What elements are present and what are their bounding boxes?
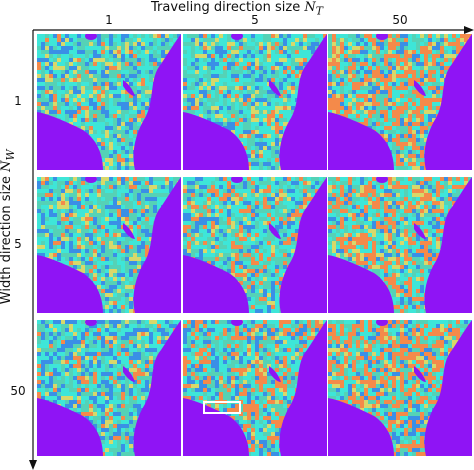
sea-region	[37, 34, 181, 170]
x-axis-symbol: NT	[304, 0, 323, 18]
lake-region	[269, 223, 281, 239]
panel-r50-c50	[328, 320, 472, 456]
map-image	[328, 34, 472, 170]
sea-region	[37, 177, 181, 313]
map-image	[328, 320, 472, 456]
x-axis-arrow-head	[464, 26, 474, 34]
map-image	[183, 34, 327, 170]
sea-region	[183, 34, 327, 170]
sea-region	[37, 320, 181, 456]
highlight-box	[203, 401, 241, 414]
map-image	[183, 177, 327, 313]
map-image	[37, 320, 181, 456]
lake-region	[414, 80, 426, 96]
x-axis-title-text: Traveling direction size	[151, 0, 301, 15]
panel-r50-c5	[183, 320, 327, 456]
lake-region	[123, 80, 135, 96]
panel-r5-c50	[328, 177, 472, 313]
column-label-1: 1	[105, 13, 113, 27]
lake-region	[123, 223, 135, 239]
panel-r50-c1	[37, 320, 181, 456]
panel-r1-c5	[183, 34, 327, 170]
map-image	[37, 34, 181, 170]
panel-r1-c50	[328, 34, 472, 170]
sea-region	[328, 34, 472, 170]
y-axis-arrow-head	[29, 460, 37, 470]
sea-region	[183, 177, 327, 313]
lake-region	[414, 366, 426, 382]
panel-r5-c1	[37, 177, 181, 313]
row-label-1: 1	[14, 94, 22, 108]
panel-r1-c1	[37, 34, 181, 170]
sea-region	[328, 320, 472, 456]
lake-region	[123, 366, 135, 382]
sea-region	[328, 177, 472, 313]
lake-region	[269, 366, 281, 382]
row-label-50: 50	[10, 384, 26, 398]
y-axis-title: Width direction size NW	[0, 117, 17, 337]
map-image	[183, 320, 327, 456]
x-axis-title: Traveling direction size NT	[0, 0, 474, 18]
y-axis-symbol: NW	[0, 149, 17, 172]
row-label-5: 5	[14, 237, 22, 251]
map-image	[328, 177, 472, 313]
panel-r5-c5	[183, 177, 327, 313]
lake-region	[269, 80, 281, 96]
map-image	[37, 177, 181, 313]
lake-region	[414, 223, 426, 239]
column-label-50: 50	[392, 13, 408, 27]
sea-region	[183, 320, 327, 456]
column-label-5: 5	[251, 13, 259, 27]
